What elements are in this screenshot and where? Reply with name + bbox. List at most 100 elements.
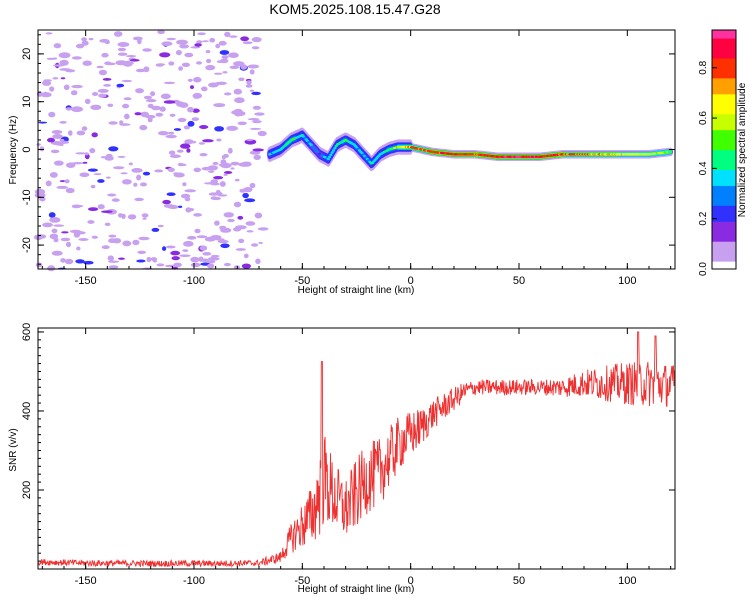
noise-speckle (221, 55, 229, 60)
noise-speckle (70, 90, 78, 96)
noise-speckle (117, 47, 126, 52)
noise-speckle (224, 31, 231, 37)
noise-speckle (65, 187, 75, 194)
colorbar-swatch (712, 217, 736, 222)
noise-speckle (45, 180, 52, 187)
noise-speckle (56, 185, 69, 189)
noise-speckle (155, 63, 164, 67)
noise-speckle (121, 79, 133, 83)
noise-speckle (234, 178, 240, 182)
spectrogram-plot-area (33, 29, 674, 272)
noise-speckle (193, 76, 202, 83)
noise-speckle (161, 41, 173, 46)
colorbar-tick-label: 0.2 (698, 211, 709, 225)
snr-y-tick-label: 600 (21, 323, 33, 341)
noise-speckle (47, 137, 55, 143)
noise-speckle (192, 108, 200, 113)
noise-speckle (89, 148, 96, 154)
spectrogram-x-tick-label: 0 (408, 275, 414, 287)
noise-speckle (245, 221, 256, 226)
noise-speckle (202, 40, 209, 43)
noise-speckle (187, 120, 195, 127)
colorbar-swatch (712, 177, 736, 182)
snr-x-tick-label: -150 (75, 575, 97, 587)
noise-speckle (223, 173, 228, 176)
noise-speckle (179, 254, 191, 257)
noise-speckle (49, 86, 55, 92)
colorbar-swatch (712, 145, 736, 151)
noise-speckle (208, 84, 219, 87)
noise-speckle (243, 253, 249, 259)
noise-speckle (42, 222, 53, 228)
spectrogram-y-tick-label: 20 (21, 48, 33, 60)
noise-speckle (187, 106, 194, 113)
noise-speckle (168, 131, 175, 135)
noise-speckle (134, 112, 142, 116)
noise-speckle (242, 41, 253, 45)
noise-speckle (124, 113, 130, 120)
noise-speckle (81, 37, 87, 42)
colorbar-swatch (712, 229, 736, 234)
noise-speckle (88, 207, 99, 212)
noise-speckle (157, 29, 165, 35)
noise-speckle (112, 238, 122, 244)
noise-speckle (252, 105, 261, 110)
noise-speckle (92, 92, 99, 96)
noise-speckle (219, 50, 230, 55)
colorbar-swatch (712, 73, 736, 79)
colorbar-swatch (712, 105, 736, 111)
noise-speckle (78, 238, 89, 241)
noise-speckle (240, 36, 250, 42)
noise-speckle (134, 197, 144, 202)
snr-y-label: SNR (v/v) (8, 428, 19, 471)
figure-title: KOM5.2025.108.15.47.G28 (269, 1, 440, 17)
noise-speckle (68, 130, 73, 136)
noise-speckle (163, 204, 175, 208)
noise-speckle (177, 117, 187, 123)
noise-speckle (185, 207, 192, 213)
colorbar-swatch (712, 149, 736, 155)
noise-speckle (128, 162, 133, 166)
noise-speckle (190, 85, 194, 89)
colorbar-swatch (712, 173, 736, 178)
noise-speckle (227, 218, 235, 223)
noise-speckle (196, 40, 203, 44)
noise-speckle (234, 97, 245, 104)
noise-speckle (253, 154, 261, 160)
noise-speckle (242, 192, 249, 199)
noise-speckle (160, 93, 171, 100)
colorbar-swatch (712, 33, 736, 39)
noise-speckle (147, 117, 153, 123)
noise-speckle (210, 254, 220, 258)
noise-speckle (90, 104, 102, 111)
noise-speckle (187, 78, 193, 82)
noise-speckle (215, 43, 221, 49)
noise-speckle (53, 237, 59, 243)
noise-speckle (191, 141, 197, 144)
colorbar-swatch (712, 69, 736, 75)
colorbar-swatch (712, 93, 736, 99)
noise-speckle (76, 246, 81, 251)
noise-speckle (214, 126, 225, 132)
colorbar-frame (711, 29, 737, 270)
ridge-core (668, 150, 672, 154)
noise-speckle (177, 149, 184, 153)
noise-speckle (59, 68, 71, 71)
noise-speckle (106, 62, 116, 66)
noise-speckle (103, 84, 112, 87)
colorbar-swatch (712, 53, 736, 59)
noise-speckle (158, 131, 169, 136)
noise-speckle (61, 231, 69, 234)
noise-speckle (156, 263, 165, 267)
noise-speckle (180, 143, 191, 149)
noise-speckle (173, 172, 179, 176)
noise-speckle (247, 118, 260, 121)
noise-speckle (36, 143, 41, 146)
noise-speckle (239, 188, 246, 193)
noise-speckle (76, 130, 86, 136)
noise-speckle (135, 88, 144, 94)
noise-speckle (140, 182, 147, 187)
noise-speckle (159, 52, 171, 58)
noise-speckle (217, 239, 229, 244)
